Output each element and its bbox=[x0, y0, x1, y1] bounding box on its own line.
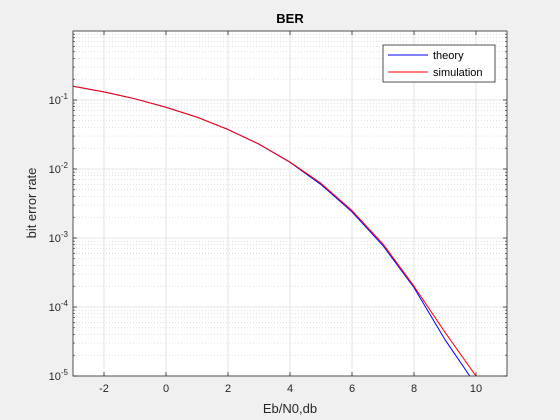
x-tick-labels: -2 0 2 4 6 8 10 bbox=[99, 383, 482, 395]
legend-label-theory: theory bbox=[433, 50, 464, 62]
legend-box bbox=[382, 44, 496, 83]
y-tick-label: 10-3 bbox=[49, 230, 69, 245]
y-tick-label: 10-1 bbox=[49, 92, 69, 107]
y-tick-labels: 10-5 10-4 10-3 10-2 10-1 bbox=[49, 92, 69, 383]
y-tick-label: 10-5 bbox=[49, 368, 69, 383]
x-tick-label: 4 bbox=[287, 383, 293, 395]
x-axis-label: Eb/N0,db bbox=[263, 401, 317, 416]
series-line-simulation bbox=[73, 85, 477, 376]
series-layer bbox=[73, 85, 477, 376]
chart-title: BER bbox=[276, 11, 304, 26]
x-tick-label: 0 bbox=[163, 383, 169, 395]
y-axis-label: bit error rate bbox=[24, 168, 39, 239]
x-tick-label: 10 bbox=[470, 383, 482, 395]
axis-ticks bbox=[73, 31, 507, 377]
x-tick-label: 2 bbox=[225, 383, 231, 395]
x-tick-label: 8 bbox=[411, 383, 417, 395]
x-tick-label: 6 bbox=[349, 383, 355, 395]
x-tick-label: -2 bbox=[99, 383, 109, 395]
legend-label-simulation: simulation bbox=[433, 67, 483, 79]
y-tick-label: 10-2 bbox=[49, 161, 69, 176]
y-tick-label: 10-4 bbox=[49, 299, 69, 314]
legend: theory simulation bbox=[382, 44, 496, 83]
